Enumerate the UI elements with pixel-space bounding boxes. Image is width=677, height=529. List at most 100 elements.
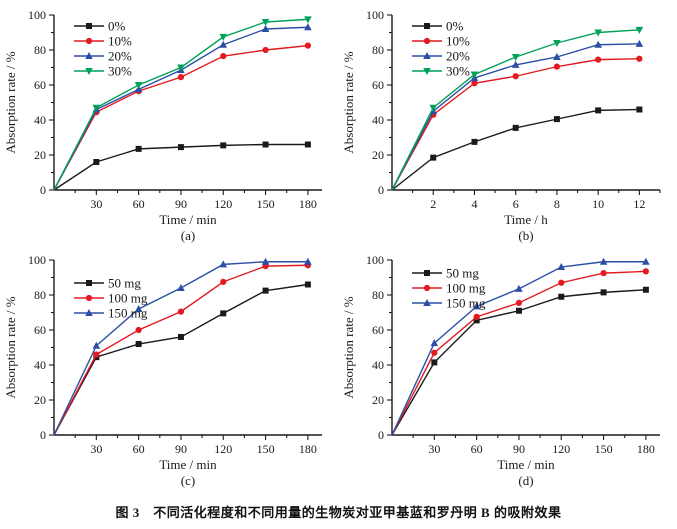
x-tick-label: 4 — [471, 197, 477, 211]
legend-marker — [85, 52, 93, 59]
x-tick-label: 180 — [299, 442, 317, 456]
legend-label: 0% — [108, 19, 126, 34]
y-tick-label: 40 — [372, 358, 384, 372]
legend-label: 50 mg — [108, 276, 141, 291]
ticks — [49, 14, 309, 195]
x-tick-label: 10 — [592, 197, 604, 211]
x-axis-label: Time / h — [504, 212, 548, 227]
data-point-marker — [304, 16, 312, 24]
panel-label: (c) — [181, 473, 195, 488]
figure-caption: 图 3 不同活化程度和不同用量的生物炭对亚甲基蓝和罗丹明 B 的吸附效果 — [115, 505, 562, 520]
x-axis-label: Time / min — [159, 212, 217, 227]
y-tick-label: 60 — [34, 78, 46, 92]
y-tick-label: 80 — [34, 288, 46, 302]
legend-marker — [85, 37, 93, 45]
data-point-marker — [220, 278, 227, 285]
data-point-marker — [642, 286, 649, 293]
chart-panel-a: 30 60 90 120 150 180 0 20 40 60 80 100 Time / min (a)… — [0, 3, 338, 248]
ticks — [49, 259, 309, 440]
ticks — [387, 14, 661, 195]
x-tick-label: 2 — [430, 197, 436, 211]
y-tick-label: 20 — [372, 393, 384, 407]
chart-panel-b: 2 4 6 8 10 12 0 20 40 60 80 100 Time / h (b) Absorptio… — [338, 3, 676, 248]
y-tick-label: 60 — [372, 78, 384, 92]
data-point-marker — [512, 73, 519, 80]
y-tick-label: 0 — [378, 183, 384, 197]
data-point-marker — [595, 56, 602, 63]
data-point-marker — [431, 349, 438, 356]
charts-grid: 30 60 90 120 150 180 0 20 40 60 80 100 Time / min (a)… — [0, 3, 677, 493]
y-tick-label: 80 — [34, 43, 46, 57]
x-tick-label: 6 — [513, 197, 519, 211]
data-point-marker — [135, 326, 142, 334]
data-point-marker — [473, 317, 480, 324]
legend-marker — [86, 280, 92, 286]
data-point-marker — [553, 63, 561, 70]
data-point-marker — [636, 55, 643, 62]
ticks — [387, 259, 647, 440]
data-point-marker — [261, 19, 270, 26]
data-point-marker — [304, 281, 311, 288]
data-point-marker — [553, 53, 561, 60]
y-tick-label: 0 — [378, 428, 384, 442]
legend-marker — [85, 309, 93, 316]
x-tick-label: 90 — [175, 197, 187, 211]
data-point-marker — [595, 107, 602, 114]
x-tick-label: 120 — [214, 197, 232, 211]
data-point-marker — [515, 299, 523, 306]
data-point-marker — [177, 284, 185, 291]
data-point-marker — [430, 339, 439, 347]
x-tick-label: 30 — [90, 442, 102, 456]
data-point-marker — [642, 257, 650, 265]
data-point-marker — [219, 40, 228, 48]
data-point-marker — [219, 260, 228, 268]
legend-label: 100 mg — [108, 291, 148, 306]
data-point-marker — [512, 124, 519, 131]
legend-marker — [423, 37, 431, 45]
y-tick-label: 100 — [366, 253, 384, 267]
chart-svg-(a): 30 60 90 120 150 180 0 20 40 60 80 100 Time / min(a)… — [3, 8, 322, 243]
legend-label: 20% — [446, 49, 470, 64]
y-tick-label: 40 — [372, 113, 384, 127]
legend-label: 150 mg — [446, 296, 486, 311]
x-tick-label: 90 — [175, 442, 187, 456]
data-point-marker — [515, 284, 523, 292]
series-150 mg — [53, 257, 312, 436]
data-point-marker — [220, 310, 227, 317]
data-point-marker — [636, 106, 643, 113]
legend: 0%10%20%30% — [412, 19, 470, 79]
legend-marker — [85, 68, 93, 75]
series-0% — [391, 106, 643, 191]
legend-marker — [85, 294, 93, 302]
data-point-marker — [177, 144, 184, 151]
legend-label: 50 mg — [446, 266, 479, 281]
panel-label: (d) — [518, 473, 533, 488]
data-point-marker — [511, 60, 520, 68]
data-point-marker — [594, 29, 602, 37]
legend-marker — [86, 23, 92, 29]
data-point-marker — [471, 138, 478, 145]
legend-label: 30% — [446, 64, 470, 79]
data-point-marker — [642, 268, 649, 275]
x-axis-label: Time / min — [159, 457, 217, 472]
data-point-marker — [473, 313, 480, 320]
legend-marker — [423, 299, 431, 306]
data-point-marker — [431, 359, 438, 366]
y-tick-label: 0 — [40, 183, 46, 197]
data-point-marker — [430, 154, 437, 161]
data-point-marker — [304, 23, 312, 31]
data-point-marker — [557, 263, 566, 270]
data-point-marker — [470, 71, 479, 79]
legend-label: 100 mg — [446, 281, 486, 296]
series-150 mg — [391, 257, 650, 436]
y-tick-label: 100 — [28, 8, 46, 22]
x-tick-label: 60 — [133, 442, 145, 456]
data-point-marker — [511, 54, 520, 61]
legend-marker — [423, 68, 431, 75]
data-point-marker — [261, 257, 270, 265]
data-point-marker — [220, 142, 227, 149]
x-tick-label: 180 — [299, 197, 317, 211]
